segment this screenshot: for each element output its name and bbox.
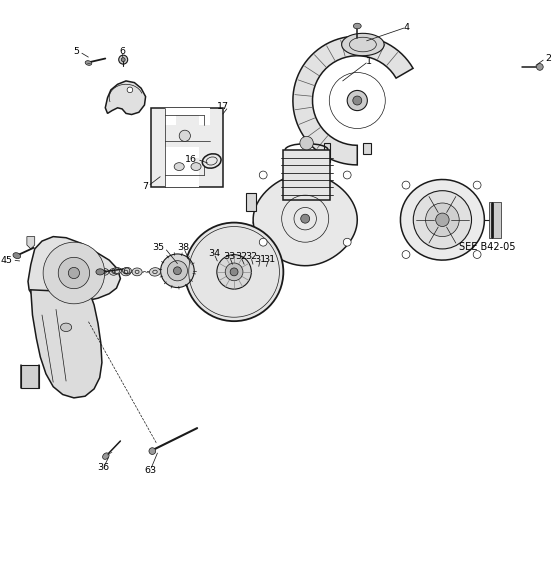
Circle shape [426, 203, 459, 236]
Circle shape [161, 254, 194, 288]
Circle shape [436, 213, 449, 227]
Ellipse shape [202, 154, 221, 168]
Text: 31: 31 [263, 254, 275, 263]
Text: 63: 63 [144, 466, 156, 475]
Circle shape [402, 251, 410, 258]
Polygon shape [246, 193, 256, 211]
Ellipse shape [96, 269, 104, 275]
Polygon shape [342, 33, 384, 56]
Ellipse shape [121, 57, 125, 61]
Text: 35: 35 [152, 243, 165, 253]
Text: 36: 36 [97, 463, 110, 472]
Circle shape [127, 87, 133, 92]
Text: 17: 17 [217, 102, 228, 111]
Circle shape [217, 255, 251, 289]
Circle shape [473, 251, 481, 258]
Circle shape [179, 130, 190, 141]
Circle shape [353, 96, 362, 105]
Polygon shape [21, 366, 39, 388]
Text: 16: 16 [185, 155, 197, 164]
Text: 33: 33 [223, 252, 236, 261]
Ellipse shape [121, 268, 131, 276]
Circle shape [167, 261, 188, 281]
Text: 1: 1 [366, 57, 371, 66]
Circle shape [68, 267, 80, 278]
Ellipse shape [113, 267, 122, 274]
Text: 7: 7 [142, 182, 148, 191]
Circle shape [259, 171, 267, 179]
Polygon shape [151, 108, 223, 187]
Circle shape [347, 91, 367, 111]
Circle shape [174, 267, 181, 275]
Ellipse shape [536, 64, 543, 70]
Text: 32: 32 [245, 252, 257, 261]
Polygon shape [31, 290, 102, 398]
Polygon shape [253, 174, 357, 266]
Ellipse shape [119, 55, 128, 64]
Ellipse shape [132, 268, 142, 276]
Text: 34: 34 [208, 249, 220, 258]
Text: 4: 4 [404, 22, 409, 32]
Text: 5: 5 [73, 47, 80, 56]
Text: 38: 38 [178, 243, 190, 253]
Circle shape [58, 257, 90, 289]
Ellipse shape [13, 253, 21, 259]
Ellipse shape [149, 448, 156, 455]
Circle shape [300, 137, 314, 150]
Ellipse shape [109, 269, 118, 276]
Ellipse shape [174, 162, 184, 170]
Polygon shape [165, 108, 210, 125]
Polygon shape [400, 180, 484, 260]
Polygon shape [105, 81, 146, 115]
Text: 32: 32 [235, 252, 247, 261]
Polygon shape [363, 142, 371, 154]
Circle shape [301, 214, 310, 223]
Bar [489, 202, 501, 238]
Ellipse shape [100, 269, 109, 276]
Circle shape [413, 191, 472, 249]
Ellipse shape [85, 61, 92, 65]
Circle shape [402, 181, 410, 189]
Ellipse shape [353, 23, 361, 29]
Ellipse shape [191, 162, 201, 170]
Circle shape [343, 238, 351, 246]
Text: 45: 45 [1, 255, 12, 265]
Circle shape [473, 181, 481, 189]
Ellipse shape [60, 323, 72, 332]
Circle shape [43, 242, 105, 304]
Circle shape [343, 171, 351, 179]
Ellipse shape [102, 453, 109, 459]
Polygon shape [28, 236, 120, 302]
Circle shape [230, 268, 238, 276]
Text: 2: 2 [545, 54, 552, 63]
Ellipse shape [150, 267, 161, 276]
Polygon shape [165, 147, 199, 187]
Text: 31: 31 [254, 254, 267, 263]
Circle shape [259, 238, 267, 246]
Ellipse shape [123, 267, 132, 274]
Bar [283, 150, 330, 200]
Text: 6: 6 [119, 47, 125, 56]
Polygon shape [27, 236, 35, 249]
Polygon shape [324, 142, 330, 162]
Circle shape [185, 223, 283, 321]
Circle shape [225, 263, 243, 281]
Text: SEE B42-05: SEE B42-05 [459, 242, 515, 251]
Polygon shape [293, 36, 413, 165]
